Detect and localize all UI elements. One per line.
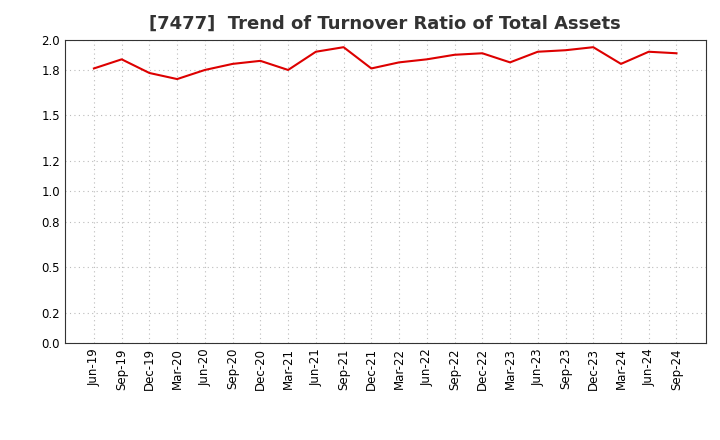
Title: [7477]  Trend of Turnover Ratio of Total Assets: [7477] Trend of Turnover Ratio of Total … — [149, 15, 621, 33]
